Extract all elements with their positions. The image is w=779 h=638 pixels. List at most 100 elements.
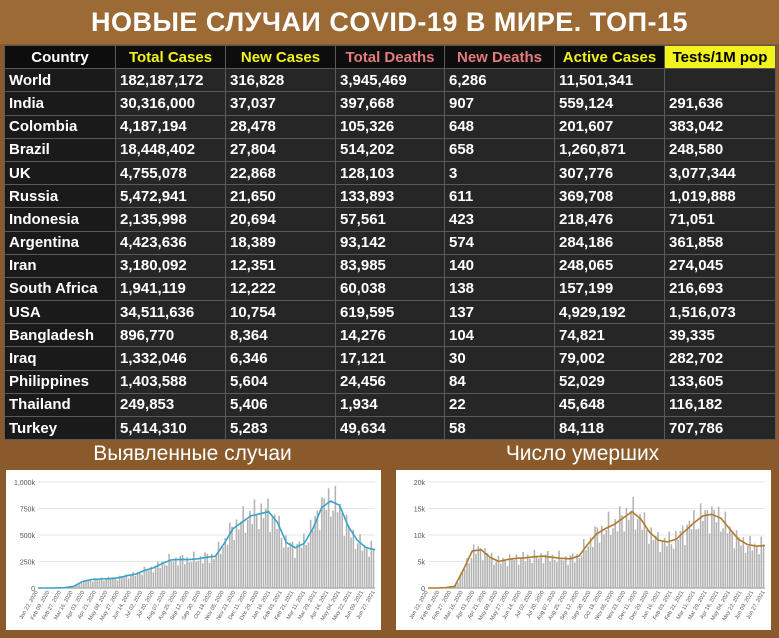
- cell-tests-per-million: 71,051: [664, 207, 776, 232]
- chart-bar: [253, 499, 256, 588]
- chart-bar: [733, 548, 736, 588]
- cell-total-cases: 5,414,310: [115, 415, 226, 441]
- header-total-deaths: Total Deaths: [335, 44, 445, 70]
- chart-bar: [206, 553, 209, 588]
- cell-tests-per-million: 274,045: [664, 253, 776, 278]
- table-row: USA 34,511,636 10,754 619,595 137 4,929,192 1,…: [4, 300, 776, 325]
- cell-total-cases: 1,332,046: [115, 346, 226, 371]
- table-row: Colombia 4,187,194 28,478 105,326 648 201,607…: [4, 114, 776, 139]
- chart-bar: [717, 506, 720, 588]
- chart-bar: [139, 573, 141, 588]
- y-tick-label: 500k: [20, 533, 36, 540]
- chart-bar: [303, 533, 305, 588]
- cell-new-deaths: 137: [444, 300, 555, 325]
- chart-bar: [618, 506, 621, 588]
- chart-bar: [529, 558, 531, 588]
- chart-bar: [109, 579, 112, 588]
- cell-active-cases: 248,065: [554, 253, 665, 278]
- cell-tests-per-million: 3,077,344: [664, 160, 776, 186]
- chart-bar: [661, 540, 664, 588]
- chart-bar: [231, 526, 233, 588]
- chart-bar: [94, 578, 96, 588]
- table-row: Bangladesh 896,770 8,364 14,276 104 74,821 39,…: [4, 323, 776, 348]
- cell-total-deaths: 105,326: [335, 114, 445, 139]
- table-row: Turkey 5,414,310 5,283 49,634 58 84,118 707,78…: [4, 415, 776, 441]
- cell-total-deaths: 1,934: [335, 392, 445, 418]
- chart-bar: [78, 584, 81, 588]
- chart-bar: [538, 558, 540, 588]
- cell-country: USA: [4, 300, 116, 325]
- y-tick-label: 10k: [414, 533, 426, 540]
- cell-new-cases: 5,604: [225, 369, 336, 394]
- header-total-cases: Total Cases: [115, 44, 226, 70]
- chart-bar: [249, 510, 251, 588]
- chart-bar: [598, 542, 601, 588]
- deaths-chart: 0 5k 10k 15k 20k Jan 22, 2020 Feb 09, 2020 Feb …: [396, 470, 771, 630]
- chart-bar: [587, 546, 590, 588]
- chart-bar: [161, 561, 164, 588]
- chart-bar: [634, 529, 637, 588]
- chart-bar: [228, 522, 231, 588]
- table-row: World 182,187,172 316,828 3,945,469 6,286 11,…: [4, 68, 776, 93]
- chart-bar: [760, 536, 763, 588]
- chart-bar: [663, 537, 666, 588]
- chart-bar: [454, 585, 457, 588]
- chart-bar: [556, 562, 558, 588]
- chart-bar: [361, 550, 364, 588]
- cell-new-cases: 12,222: [225, 276, 336, 302]
- y-tick-label: 5k: [418, 560, 426, 567]
- chart-bar: [372, 548, 375, 588]
- table-row: Indonesia 2,135,998 20,694 57,561 423 218,476…: [4, 207, 776, 232]
- cell-total-deaths: 93,142: [335, 230, 445, 255]
- chart-bar: [522, 552, 524, 588]
- chart-bar: [168, 553, 170, 588]
- chart-bar: [255, 515, 258, 588]
- series-line: [38, 500, 376, 589]
- cell-new-cases: 6,346: [225, 346, 336, 371]
- chart-bar: [352, 529, 355, 588]
- cell-tests-per-million: 1,516,073: [664, 300, 776, 325]
- chart-bar: [511, 558, 513, 588]
- table-row: Thailand 249,853 5,406 1,934 22 45,648 116,182: [4, 392, 776, 418]
- chart-bar: [276, 528, 278, 588]
- table-row: Iran 3,180,092 12,351 83,985 140 248,065 274,0…: [4, 253, 776, 278]
- chart-bar: [327, 488, 330, 588]
- cell-new-cases: 8,364: [225, 323, 336, 348]
- chart-bar: [332, 510, 334, 588]
- table-header-row: Country Total Cases New Cases Total Deat…: [4, 44, 776, 70]
- cell-total-deaths: 24,456: [335, 369, 445, 394]
- chart-bar: [497, 556, 500, 588]
- cell-total-cases: 4,187,194: [115, 114, 226, 139]
- chart-bar: [305, 544, 307, 588]
- chart-bar: [321, 497, 323, 588]
- table-row: Philippines 1,403,588 5,604 24,456 84 52,029 1…: [4, 369, 776, 394]
- chart-bar: [706, 510, 709, 588]
- cell-active-cases: 369,708: [554, 184, 665, 209]
- chart-bar: [316, 510, 319, 588]
- chart-bar: [339, 503, 341, 588]
- chart-bar: [244, 532, 247, 588]
- chart-bar: [607, 511, 610, 588]
- chart-bar: [107, 576, 110, 588]
- chart-bar: [621, 515, 623, 588]
- page-title: НОВЫЕ СЛУЧАИ COVID-19 В МИРЕ. ТОП-15: [0, 0, 779, 44]
- cell-country: Iraq: [4, 346, 116, 371]
- cell-active-cases: 201,607: [554, 114, 665, 139]
- chart-bar: [91, 581, 94, 588]
- cell-tests-per-million: [664, 68, 776, 93]
- chart-bar: [273, 514, 276, 588]
- chart-bar: [85, 581, 87, 588]
- header-tests-per-million: Tests/1M pop: [664, 44, 776, 70]
- chart-bar: [493, 564, 495, 588]
- cell-new-deaths: 6,286: [444, 68, 555, 93]
- cell-active-cases: 74,821: [554, 323, 665, 348]
- cell-tests-per-million: 216,693: [664, 276, 776, 302]
- chart-bar: [105, 579, 107, 588]
- y-tick-label: 20k: [414, 480, 426, 487]
- cell-new-cases: 21,650: [225, 184, 336, 209]
- chart-bar: [654, 536, 657, 588]
- cell-total-deaths: 83,985: [335, 253, 445, 278]
- cell-total-cases: 5,472,941: [115, 184, 226, 209]
- chart-bar: [80, 583, 83, 588]
- chart-bar: [148, 570, 150, 588]
